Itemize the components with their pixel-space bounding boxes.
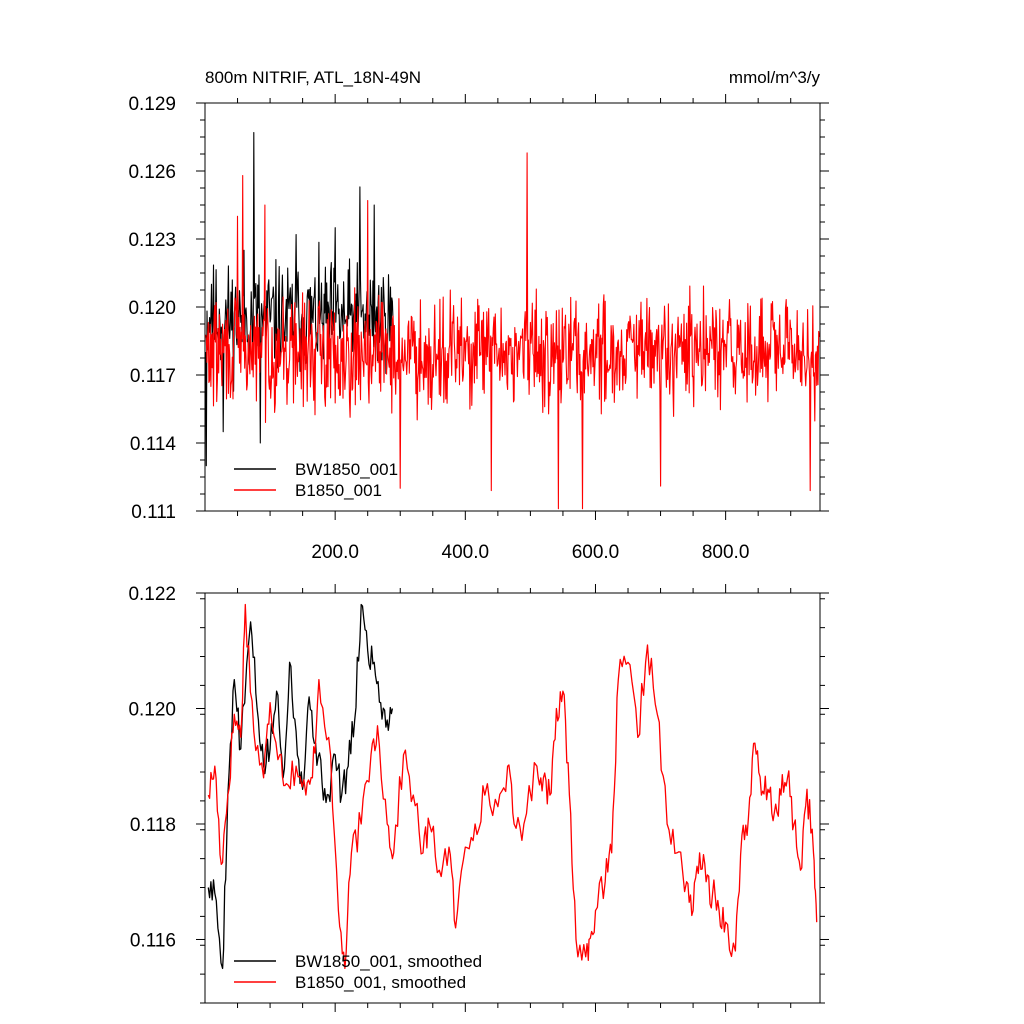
series-line-bw1850-001: [205, 131, 395, 467]
legend-label: BW1850_001, smoothed: [295, 952, 482, 971]
top-panel-units: mmol/m^3/y: [729, 68, 821, 87]
top-panel-title: 800m NITRIF, ATL_18N-49N: [205, 68, 421, 87]
y-tick-label: 0.123: [128, 230, 176, 251]
top-panel-legend: BW1850_001 B1850_001: [234, 460, 398, 500]
y-tick-label: 0.126: [128, 162, 176, 183]
y-tick-label: 0.120: [128, 699, 176, 720]
x-tick-label: 800.0: [702, 542, 750, 563]
series-line-bw1850-001: [207, 603, 394, 970]
top-panel-ticks: 0.111 0.114 0.117 0.120 0.123 0.126 0.129 200.0…: [128, 94, 829, 563]
series-line-b1850-001: [205, 152, 821, 510]
bottom-panel: 0.116 0.118 0.120 0.122 BW1850_001, smoothe…: [128, 584, 829, 1012]
y-tick-label: 0.129: [128, 94, 176, 115]
y-tick-label: 0.117: [130, 366, 176, 387]
bottom-panel-axes-frame: [204, 592, 821, 1004]
legend-label: BW1850_001: [295, 460, 398, 479]
x-tick-label: 600.0: [572, 542, 620, 563]
y-tick-label: 0.114: [130, 434, 177, 455]
bottom-panel-legend: BW1850_001, smoothed B1850_001, smoothed: [234, 952, 482, 992]
y-tick-label: 0.111: [131, 502, 176, 523]
legend-label: B1850_001, smoothed: [295, 973, 466, 992]
top-panel-series: [205, 131, 821, 510]
y-tick-label: 0.122: [128, 584, 176, 605]
bottom-panel-ticks: 0.116 0.118 0.120 0.122: [128, 584, 829, 1012]
x-tick-label: 200.0: [311, 542, 359, 563]
series-line-b1850-001: [207, 603, 818, 970]
y-tick-label: 0.120: [128, 298, 176, 319]
bottom-panel-series: [207, 603, 818, 970]
legend-label: B1850_001: [295, 481, 382, 500]
x-tick-label: 400.0: [442, 542, 490, 563]
y-tick-label: 0.118: [130, 815, 176, 836]
y-tick-label: 0.116: [130, 930, 176, 951]
top-panel: 800m NITRIF, ATL_18N-49N mmol/m^3/y 0.11…: [128, 68, 829, 563]
